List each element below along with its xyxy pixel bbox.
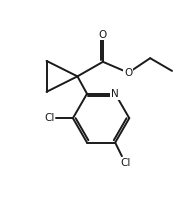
Text: Cl: Cl — [44, 113, 54, 123]
Text: O: O — [99, 30, 107, 40]
Text: O: O — [124, 68, 132, 78]
Text: N: N — [111, 89, 119, 99]
Text: Cl: Cl — [120, 158, 130, 168]
